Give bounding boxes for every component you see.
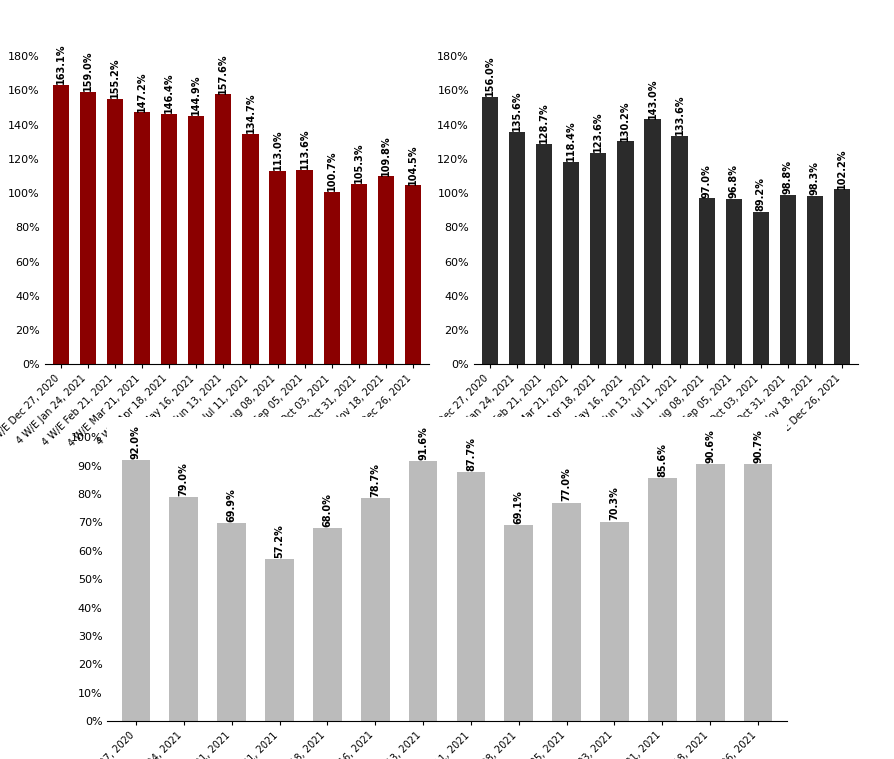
Bar xyxy=(266,559,294,721)
Text: 92.0%: 92.0% xyxy=(131,425,141,459)
Text: 69.1%: 69.1% xyxy=(514,490,524,524)
Text: 123.6%: 123.6% xyxy=(594,112,603,152)
Bar xyxy=(170,497,198,721)
Bar xyxy=(457,472,485,721)
Text: 147.2%: 147.2% xyxy=(137,71,148,112)
Text: 156.0%: 156.0% xyxy=(485,56,495,96)
Bar xyxy=(107,99,123,364)
Text: 109.8%: 109.8% xyxy=(381,135,391,175)
Text: 97.0%: 97.0% xyxy=(702,164,712,197)
Bar xyxy=(696,464,724,721)
Bar xyxy=(698,198,715,364)
Text: 57.2%: 57.2% xyxy=(274,524,284,558)
Text: 78.7%: 78.7% xyxy=(370,463,380,496)
Text: 118.4%: 118.4% xyxy=(566,120,577,161)
Text: 113.0%: 113.0% xyxy=(273,130,283,170)
Text: 113.6%: 113.6% xyxy=(299,128,309,169)
Bar xyxy=(482,97,498,364)
Text: 130.2%: 130.2% xyxy=(620,100,630,140)
Text: 69.9%: 69.9% xyxy=(227,488,237,521)
Text: 87.7%: 87.7% xyxy=(466,437,476,471)
Text: 77.0%: 77.0% xyxy=(561,468,571,502)
Bar xyxy=(753,212,769,364)
Text: 105.3%: 105.3% xyxy=(354,143,364,183)
Bar xyxy=(509,132,526,364)
Text: 89.2%: 89.2% xyxy=(755,177,766,211)
Text: 135.6%: 135.6% xyxy=(512,91,522,131)
Text: 85.6%: 85.6% xyxy=(657,443,667,477)
Bar xyxy=(161,114,177,364)
Text: 155.2%: 155.2% xyxy=(110,58,120,98)
Bar xyxy=(269,171,286,364)
Bar xyxy=(600,521,628,721)
Bar xyxy=(242,134,258,364)
Legend: Food & Beverage: Food & Beverage xyxy=(175,564,299,577)
Text: 90.6%: 90.6% xyxy=(705,429,715,463)
Text: 98.3%: 98.3% xyxy=(810,162,820,195)
Text: 146.4%: 146.4% xyxy=(164,72,174,113)
Bar xyxy=(806,196,823,364)
Bar xyxy=(552,502,581,721)
Bar xyxy=(409,461,437,721)
Bar xyxy=(217,523,246,721)
Bar xyxy=(350,184,367,364)
Text: 68.0%: 68.0% xyxy=(323,493,333,527)
Text: 157.6%: 157.6% xyxy=(218,53,228,93)
Bar xyxy=(80,92,97,364)
Text: 143.0%: 143.0% xyxy=(647,78,657,118)
Bar xyxy=(563,162,579,364)
Bar xyxy=(215,94,232,364)
Bar xyxy=(726,199,742,364)
Bar xyxy=(744,464,772,721)
Bar xyxy=(313,528,342,721)
Bar xyxy=(53,85,69,364)
Bar xyxy=(780,195,796,364)
Bar xyxy=(617,141,634,364)
Text: 144.9%: 144.9% xyxy=(191,75,201,115)
Text: 134.7%: 134.7% xyxy=(246,93,256,133)
Text: 104.5%: 104.5% xyxy=(408,144,417,184)
Text: 70.3%: 70.3% xyxy=(610,487,620,521)
Text: 98.8%: 98.8% xyxy=(783,160,793,194)
Text: 133.6%: 133.6% xyxy=(675,94,685,135)
Bar xyxy=(590,153,606,364)
Bar xyxy=(324,192,340,364)
Bar xyxy=(645,119,661,364)
Text: 128.7%: 128.7% xyxy=(539,102,549,143)
Legend: General Merchandise & Homecare: General Merchandise & Homecare xyxy=(554,564,778,577)
Bar xyxy=(361,498,390,721)
Bar xyxy=(648,478,677,721)
Text: 159.0%: 159.0% xyxy=(83,51,93,91)
Text: 79.0%: 79.0% xyxy=(179,462,189,496)
Bar xyxy=(834,189,850,364)
Text: 100.7%: 100.7% xyxy=(326,151,337,191)
Bar xyxy=(536,144,552,364)
Bar xyxy=(504,525,533,721)
Text: 102.2%: 102.2% xyxy=(837,148,847,188)
Text: 96.8%: 96.8% xyxy=(729,164,738,198)
Text: 90.7%: 90.7% xyxy=(753,429,763,462)
Bar xyxy=(297,170,313,364)
Text: 91.6%: 91.6% xyxy=(418,427,428,460)
Bar xyxy=(122,460,150,721)
Bar xyxy=(405,185,421,364)
Bar xyxy=(188,116,205,364)
Bar xyxy=(377,176,394,364)
Bar xyxy=(671,136,687,364)
Text: 163.1%: 163.1% xyxy=(56,44,66,84)
Bar xyxy=(134,112,150,364)
